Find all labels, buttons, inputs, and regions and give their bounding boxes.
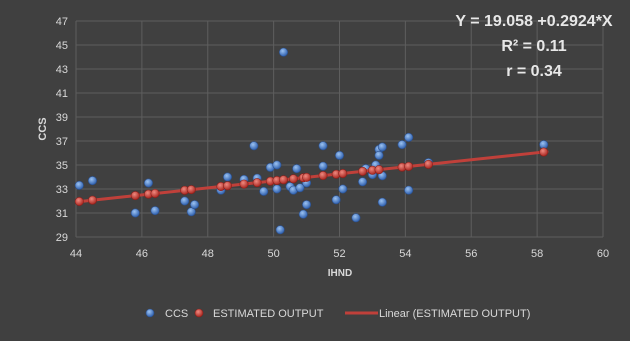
ccs-point: [190, 200, 200, 210]
ccs-point: [295, 183, 305, 193]
x-tick-label: 58: [531, 248, 543, 260]
estimated-output-point: [302, 172, 312, 182]
estimated-output-point: [150, 188, 160, 198]
ccs-point: [377, 197, 387, 207]
ccs-point: [292, 164, 302, 174]
x-tick-label: 50: [268, 248, 280, 260]
ccs-point: [74, 180, 84, 190]
x-tick-label: 56: [465, 248, 477, 260]
annotation-text: r = 0.34: [506, 63, 562, 80]
ccs-point: [404, 132, 414, 142]
ccs-point: [143, 178, 153, 188]
legend-ccs-marker: [145, 308, 155, 318]
legend: CCS ESTIMATED OUTPUT Linear (ESTIMATED OUT…: [145, 308, 530, 320]
estimated-output-point: [279, 175, 289, 185]
estimated-output-point: [130, 191, 140, 201]
ccs-point: [358, 177, 368, 187]
x-tick-label: 60: [597, 248, 609, 260]
estimated-output-point: [358, 166, 368, 176]
ccs-point: [331, 195, 341, 205]
ccs-point: [223, 172, 233, 182]
gridlines: [75, 20, 604, 238]
annotation-text: Y = 19.058 +0.2924*X: [455, 13, 613, 30]
ccs-point: [377, 142, 387, 152]
ccs-point: [249, 141, 259, 151]
estimated-output-point: [374, 165, 384, 175]
estimated-output-point: [338, 169, 348, 179]
estimated-output-point: [539, 147, 549, 157]
y-tick-label: 47: [56, 16, 68, 28]
estimated-output-point: [223, 181, 233, 191]
legend-linear-label: Linear (ESTIMATED OUTPUT): [379, 308, 530, 320]
y-tick-label: 41: [56, 88, 68, 100]
ccs-point: [279, 47, 289, 57]
ccs-point: [275, 225, 285, 235]
legend-ccs-label: CCS: [165, 308, 188, 320]
y-tick-label: 37: [56, 136, 68, 148]
ccs-point: [302, 200, 312, 210]
y-tick-label: 33: [56, 184, 68, 196]
ccs-point: [318, 161, 328, 171]
estimated-output-point: [87, 195, 97, 205]
ccs-point: [150, 206, 160, 216]
estimated-output-point: [186, 185, 196, 195]
axes: 29 31 33 35 37 39 41 43 45 47 44 46 48 50 52 54 56 58 60 IH…: [37, 16, 609, 279]
annotation-text: R² = 0.11: [501, 38, 566, 55]
ccs-point: [272, 160, 282, 170]
estimated-output-point: [423, 159, 433, 169]
ccs-point: [87, 176, 97, 186]
y-tick-label: 35: [56, 160, 68, 172]
y-tick-label: 31: [56, 208, 68, 220]
ccs-point: [318, 141, 328, 151]
estimated-output-point: [252, 178, 262, 188]
ccs-point: [259, 186, 269, 196]
plot-area: [74, 47, 549, 235]
estimated-output-point: [239, 179, 249, 189]
ccs-point: [130, 208, 140, 218]
ccs-point: [351, 213, 361, 223]
estimated-output-point: [74, 196, 84, 206]
x-tick-label: 48: [202, 248, 214, 260]
estimated-output-point: [318, 171, 328, 181]
ccs-point: [374, 150, 384, 160]
y-tick-label: 29: [56, 232, 68, 244]
x-axis-title: IHND: [328, 268, 352, 279]
ccs-point: [397, 140, 407, 150]
estimated-output-point: [288, 174, 298, 184]
estimated-output-point: [404, 161, 414, 171]
x-tick-label: 46: [136, 248, 148, 260]
ccs-point: [334, 150, 344, 160]
y-tick-label: 43: [56, 64, 68, 76]
y-axis-title: CCS: [37, 117, 49, 140]
y-tick-label: 45: [56, 40, 68, 52]
x-tick-label: 52: [333, 248, 345, 260]
ccs-point: [180, 196, 190, 206]
ccs-point: [404, 185, 414, 195]
x-tick-label: 54: [399, 248, 411, 260]
legend-estimated-marker: [194, 308, 204, 318]
ccs-point: [298, 209, 308, 219]
legend-estimated-label: ESTIMATED OUTPUT: [213, 308, 324, 320]
ccs-point: [338, 184, 348, 194]
x-tick-label: 44: [70, 248, 82, 260]
ccs-point: [272, 184, 282, 194]
annotations: Y = 19.058 +0.2924*X R² = 0.11 r = 0.34: [455, 13, 613, 80]
y-tick-label: 39: [56, 112, 68, 124]
